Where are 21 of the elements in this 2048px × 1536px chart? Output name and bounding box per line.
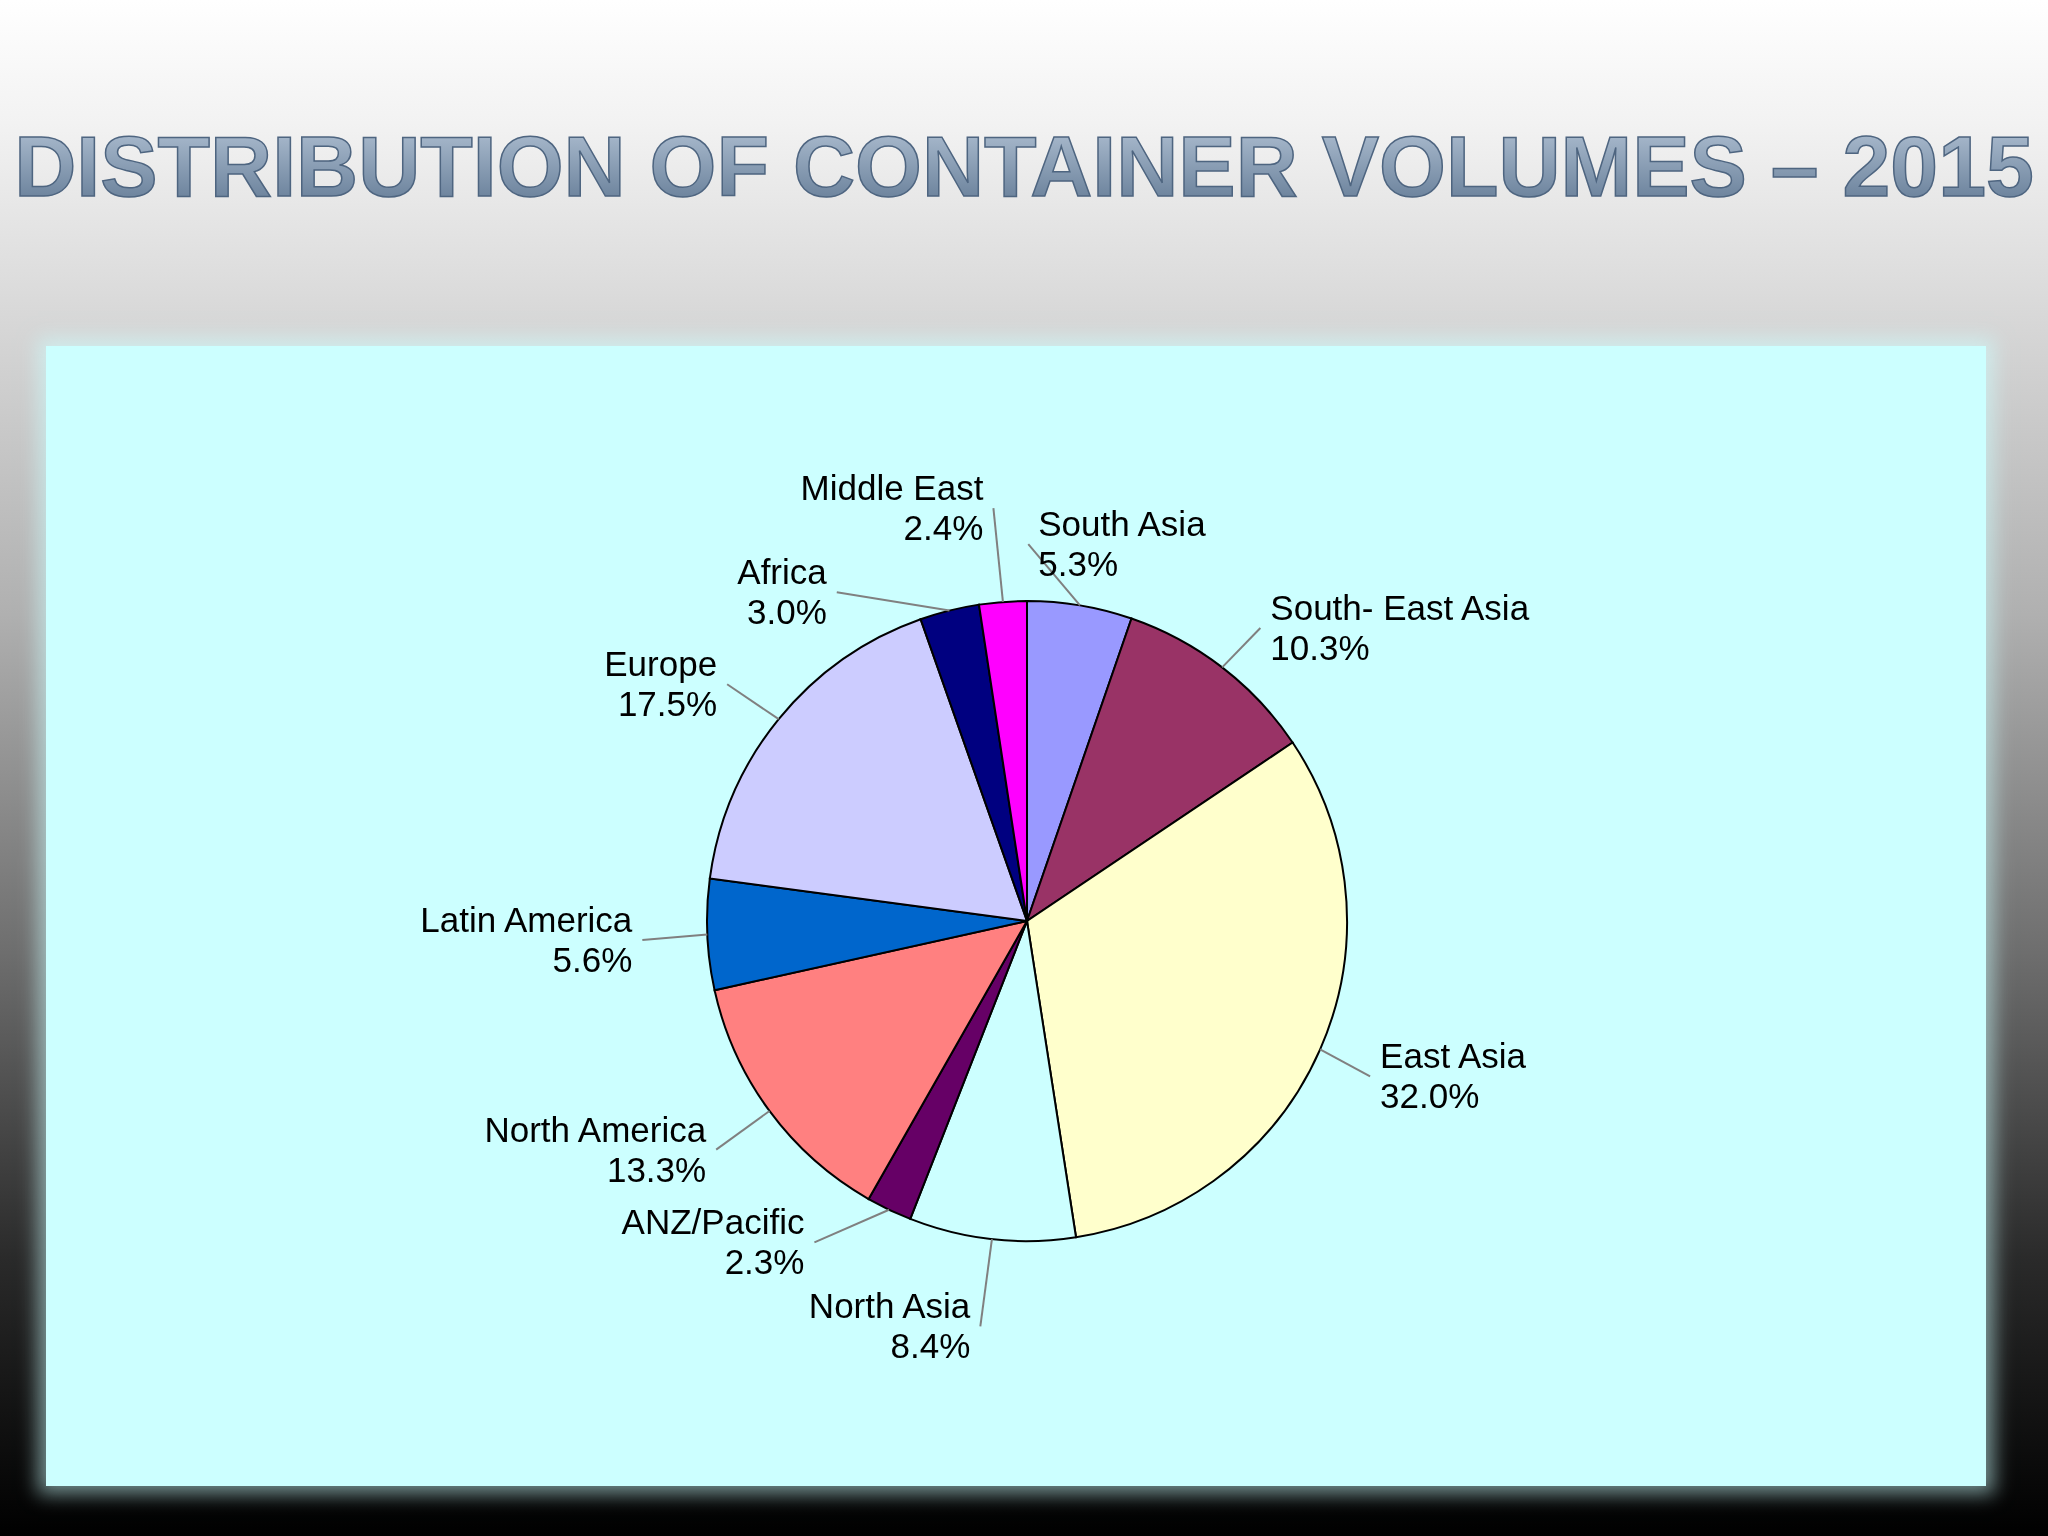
slice-label: ANZ/Pacific	[621, 1202, 805, 1242]
slice-label: Middle East	[800, 468, 984, 508]
data-label: 17.5%	[617, 684, 718, 724]
data-label: 3.0%	[746, 592, 827, 632]
data-label: 5.3%	[1038, 544, 1119, 584]
data-label: 32.0%	[1380, 1076, 1480, 1116]
slice-label: North America	[484, 1109, 707, 1149]
chart-title: DISTRIBUTION OF CONTAINER VOLUMES – 2015	[14, 118, 2034, 214]
slice-label: East Asia	[1380, 1036, 1527, 1076]
slice-label: Latin America	[420, 900, 633, 940]
slice-label: Europe	[604, 644, 718, 684]
data-label: 13.3%	[606, 1149, 707, 1189]
slice-label: South- East Asia	[1270, 588, 1530, 628]
slice-label: South Asia	[1038, 504, 1207, 544]
data-label: 2.3%	[724, 1242, 805, 1282]
data-label: 2.4%	[903, 508, 984, 548]
data-label: 5.6%	[552, 940, 633, 980]
slice-label: Africa	[737, 552, 828, 592]
data-label: 8.4%	[890, 1326, 971, 1366]
slice-label: North Asia	[808, 1286, 971, 1326]
data-label: 10.3%	[1270, 628, 1370, 668]
